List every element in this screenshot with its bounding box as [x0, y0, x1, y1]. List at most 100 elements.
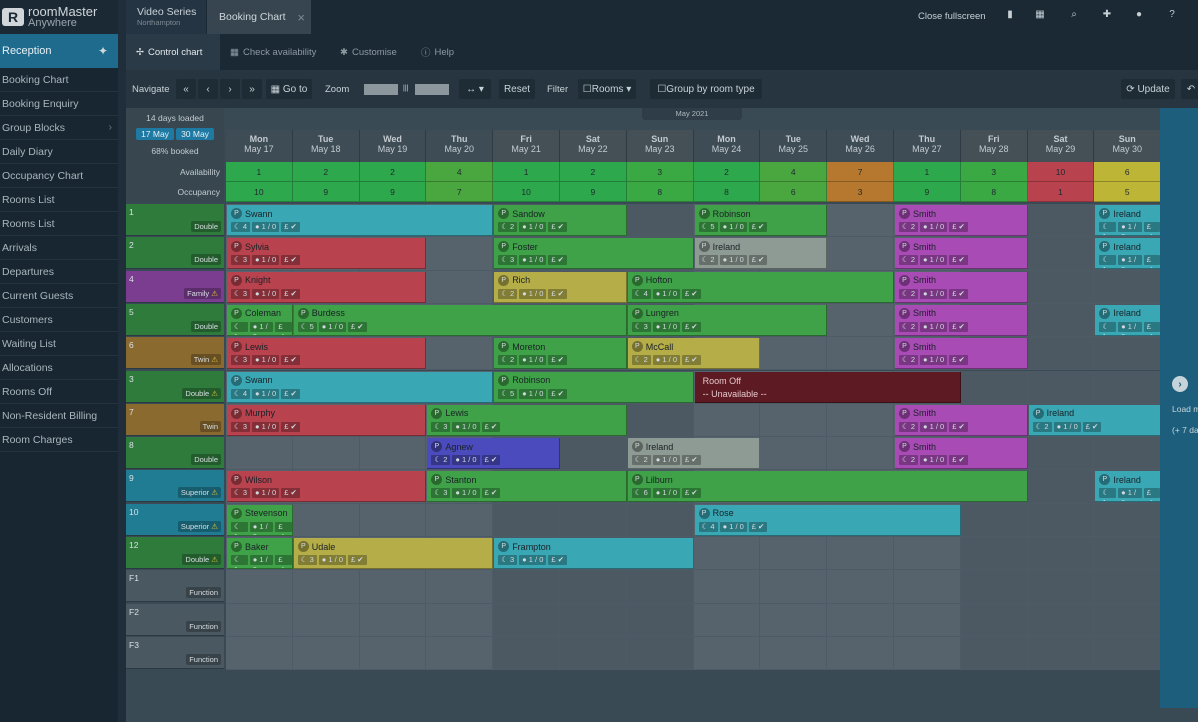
empty-cell[interactable]	[626, 636, 694, 671]
empty-cell[interactable]	[426, 603, 494, 637]
booking-block[interactable]: P Smith ☾ 2 ● 1 / 0 £ ✔	[895, 304, 1028, 336]
booking-block[interactable]: P Smith ☾ 2 ● 1 / 0 £ ✔	[895, 205, 1028, 236]
room-label[interactable]: 3 Double ⚠	[126, 370, 224, 403]
booking-block[interactable]: P Lilburn ☾ 6 ● 1 / 0 £ ✔	[627, 471, 1028, 503]
empty-cell[interactable]	[827, 603, 894, 637]
sidebar-item[interactable]: Customers	[0, 308, 118, 332]
empty-cell[interactable]	[760, 337, 828, 371]
booking-block[interactable]: P Swann ☾ 4 ● 1 / 0 £ ✔	[227, 205, 494, 236]
empty-cell[interactable]	[1094, 503, 1162, 537]
empty-cell[interactable]	[894, 570, 961, 604]
sidebar-item[interactable]: Allocations	[0, 356, 118, 380]
empty-cell[interactable]	[1094, 437, 1162, 471]
empty-cell[interactable]	[560, 437, 627, 471]
empty-cell[interactable]	[760, 437, 828, 471]
empty-cell[interactable]	[894, 537, 961, 571]
empty-cell[interactable]	[1094, 370, 1162, 404]
sidebar-item[interactable]: Current Guests	[0, 284, 118, 308]
empty-cell[interactable]	[560, 570, 627, 604]
sidebar-item[interactable]: Booking Chart	[0, 68, 118, 92]
room-label[interactable]: 1 Double	[126, 204, 224, 236]
booking-block[interactable]: P Smith ☾ 2 ● 1 / 0 £ ✔	[895, 238, 1028, 270]
room-label[interactable]: 7 Twin	[126, 403, 224, 436]
pin-icon[interactable]: ✦	[97, 44, 108, 58]
last-button[interactable]: »	[242, 79, 262, 99]
sidebar-item[interactable]: Rooms List	[0, 212, 118, 236]
sidebar-item[interactable]: Rooms List	[0, 188, 118, 212]
empty-cell[interactable]	[493, 636, 560, 671]
group-by-room-type-checkbox[interactable]: ☐ Group by room type	[650, 79, 762, 99]
booking-block[interactable]: P McCall ☾ 2 ● 1 / 0 £ ✔	[627, 338, 761, 370]
empty-cell[interactable]	[894, 636, 961, 671]
empty-cell[interactable]	[626, 603, 694, 637]
empty-cell[interactable]	[560, 503, 627, 537]
empty-cell[interactable]	[1094, 537, 1162, 571]
sidebar-item[interactable]: Arrivals	[0, 236, 118, 260]
empty-cell[interactable]	[760, 570, 828, 604]
booking-block[interactable]: P Sylvia ☾ 3 ● 1 / 0 £ ✔	[227, 238, 427, 270]
tab-booking-chart[interactable]: Booking Chart ×	[207, 0, 311, 34]
goto-button[interactable]: ▦ Go to	[266, 79, 312, 99]
empty-cell[interactable]	[292, 437, 360, 471]
empty-cell[interactable]	[226, 603, 293, 637]
empty-cell[interactable]	[1027, 303, 1095, 338]
booking-block[interactable]: P Smith ☾ 2 ● 1 / 0 £ ✔	[895, 404, 1028, 436]
sidebar-item[interactable]: Non-Resident Billing	[0, 404, 118, 428]
room-label[interactable]: 8 Double	[126, 437, 224, 470]
booking-block[interactable]: P Ireland ☾ 2 ● 1 / 0 £ ✔	[694, 238, 828, 270]
empty-cell[interactable]	[827, 537, 894, 571]
empty-cell[interactable]	[693, 403, 761, 438]
empty-cell[interactable]	[359, 603, 427, 637]
empty-cell[interactable]	[960, 370, 1028, 404]
sidebar-item[interactable]: Occupancy Chart	[0, 164, 118, 188]
room-label[interactable]: 10 Superior ⚠	[126, 503, 224, 536]
empty-cell[interactable]	[693, 603, 761, 637]
booking-block[interactable]: P Knight ☾ 3 ● 1 / 0 £ ✔	[227, 271, 427, 303]
room-off-block[interactable]: Room Off -- Unavailable --	[694, 371, 961, 403]
room-label[interactable]: 5 Double	[126, 303, 224, 336]
date-to-badge[interactable]: 30 May	[176, 128, 214, 140]
close-fullscreen-button[interactable]: Close fullscreen	[918, 11, 986, 22]
booking-block[interactable]: P Sandow ☾ 2 ● 1 / 0 £ ✔	[494, 205, 627, 236]
empty-cell[interactable]	[960, 537, 1028, 571]
rooms-dropdown[interactable]: ☐ Rooms ▾	[578, 79, 636, 99]
empty-cell[interactable]	[359, 636, 427, 671]
empty-cell[interactable]	[827, 303, 894, 338]
sidebar-item[interactable]: Waiting List	[0, 332, 118, 356]
empty-cell[interactable]	[827, 570, 894, 604]
empty-cell[interactable]	[1094, 570, 1162, 604]
bookmark-icon[interactable]: ▮	[1007, 9, 1013, 20]
empty-cell[interactable]	[960, 636, 1028, 671]
empty-cell[interactable]	[760, 603, 828, 637]
empty-cell[interactable]	[693, 570, 761, 604]
empty-cell[interactable]	[426, 503, 494, 537]
room-label[interactable]: 9 Superior ⚠	[126, 470, 224, 503]
booking-block[interactable]: P Swann ☾ 4 ● 1 / 0 £ ✔	[227, 371, 494, 403]
booking-block[interactable]: P Ireland ☾ 2 ● 1 / 0 £ ✔	[1028, 404, 1162, 436]
close-tab-icon[interactable]: ×	[297, 9, 305, 25]
booking-block[interactable]: P Moreton ☾ 2 ● 1 / 0 £ ✔	[494, 338, 627, 370]
prev-button[interactable]: ‹	[198, 79, 218, 99]
empty-cell[interactable]	[626, 204, 694, 238]
empty-cell[interactable]	[359, 437, 427, 471]
empty-cell[interactable]	[960, 503, 1028, 537]
zoom-out-box[interactable]	[364, 84, 398, 95]
empty-cell[interactable]	[894, 603, 961, 637]
empty-cell[interactable]	[226, 636, 293, 671]
next-button[interactable]: ›	[220, 79, 240, 99]
booking-block[interactable]: P Burdess ☾ 5 ● 1 / 0 £ ✔	[293, 304, 627, 336]
sidebar-item[interactable]: Daily Diary	[0, 140, 118, 164]
load-more-strip[interactable]: › Load m (+ 7 da	[1160, 108, 1198, 708]
room-label[interactable]: 12 Double ⚠	[126, 537, 224, 569]
booking-block[interactable]: P Ireland ☾ 2 ● 1 / 0 £ ✔	[627, 438, 761, 470]
sidebar-header-reception[interactable]: Reception ✦	[0, 34, 118, 68]
room-label[interactable]: 4 Family ⚠	[126, 270, 224, 303]
booking-block[interactable]: P Lungren ☾ 3 ● 1 / 0 £ ✔	[627, 304, 828, 336]
empty-cell[interactable]	[693, 636, 761, 671]
empty-cell[interactable]	[827, 204, 894, 238]
booking-block[interactable]: P Foster ☾ 3 ● 1 / 0 £ ✔	[494, 238, 694, 270]
empty-cell[interactable]	[1027, 603, 1095, 637]
